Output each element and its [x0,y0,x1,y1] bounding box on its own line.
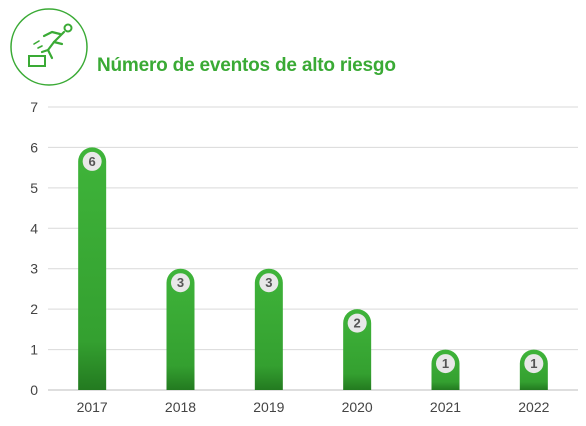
bar-2018 [166,268,195,390]
y-tick-label: 6 [30,139,38,155]
data-label: 6 [89,154,96,169]
x-tick-label: 2020 [342,399,373,415]
data-label-badge [171,273,190,293]
data-label-badge [347,313,367,333]
falling-person-icon [10,8,88,86]
data-label: 3 [177,275,184,290]
y-tick-label: 7 [30,99,38,115]
y-axis-tick-labels: 0 1 2 3 4 5 6 7 [30,99,38,398]
data-label: 3 [265,275,272,290]
x-tick-label: 2018 [165,399,196,415]
y-tick-label: 1 [30,342,38,358]
y-tick-label: 5 [30,180,38,196]
bar-2017 [78,147,107,390]
gridlines [48,106,578,391]
y-tick-label: 0 [30,382,38,398]
chart-title: Número de eventos de alto riesgo [97,55,396,76]
y-tick-label: 3 [30,261,38,277]
chart-header: Número de eventos de alto riesgo [0,0,586,95]
data-label: 1 [530,356,537,371]
y-tick-label: 4 [30,220,38,236]
y-tick-label: 2 [30,301,38,317]
data-label-badge [82,151,102,171]
data-label-badge [524,354,544,374]
x-tick-label: 2017 [77,399,108,415]
x-tick-label: 2019 [253,399,284,415]
data-label: 1 [442,356,449,371]
x-axis-tick-labels: 2017 2018 2019 2020 2021 2022 [77,399,550,415]
data-label: 2 [354,316,361,331]
x-tick-label: 2022 [518,399,549,415]
data-label-badge [436,354,455,374]
bar-2019 [254,268,283,390]
data-label-badge [259,273,279,293]
x-tick-label: 2021 [430,399,461,415]
bars: 6 3 3 2 1 1 [78,147,548,390]
